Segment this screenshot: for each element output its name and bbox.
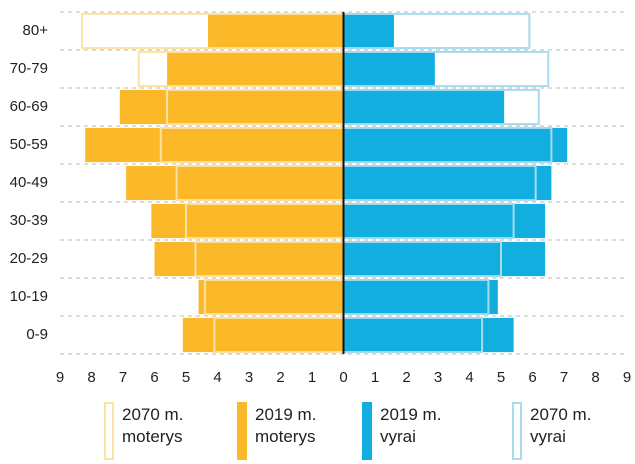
- y-category-label: 30-39: [10, 212, 48, 229]
- legend-label: 2019 m. moterys: [255, 405, 317, 446]
- bar: [343, 51, 435, 87]
- bar: [343, 203, 546, 239]
- x-tick-label: 9: [56, 369, 64, 386]
- bar: [151, 203, 344, 239]
- y-category-label: 40-49: [10, 174, 48, 191]
- x-tick-label: 3: [434, 369, 442, 386]
- x-tick-label: 9: [623, 369, 631, 386]
- x-tick-label: 5: [497, 369, 505, 386]
- bar: [85, 127, 344, 163]
- bar: [154, 241, 344, 277]
- y-category-label: 10-19: [10, 288, 48, 305]
- legend-label: 2070 m. moterys: [122, 405, 184, 446]
- bar: [343, 13, 394, 49]
- bar: [182, 317, 344, 353]
- y-category-label: 80+: [23, 22, 49, 39]
- x-tick-label: 7: [119, 369, 127, 386]
- x-tick-label: 4: [213, 369, 221, 386]
- legend-swatch: [512, 402, 522, 460]
- x-tick-label: 8: [87, 369, 95, 386]
- bar: [126, 165, 344, 201]
- x-tick-label: 2: [402, 369, 410, 386]
- chart: 9 8 7 6 5 4 3 2 1 0 1 2 3 4 5 6 7 8 9 80+ 70-79 60-69 50-59 40-…: [10, 11, 631, 386]
- bar: [343, 241, 546, 277]
- legend-swatch: [104, 402, 114, 460]
- y-category-label: 60-69: [10, 98, 48, 115]
- x-tick-label: 3: [245, 369, 253, 386]
- y-category-label: 70-79: [10, 60, 48, 77]
- x-tick-label: 6: [528, 369, 536, 386]
- bar: [198, 279, 344, 315]
- y-category-label: 0-9: [26, 326, 48, 343]
- x-tick-label: 1: [308, 369, 316, 386]
- x-tick-label: 7: [560, 369, 568, 386]
- legend-label: 2019 m. vyrai: [380, 405, 442, 446]
- x-tick-label: 1: [371, 369, 379, 386]
- bar: [343, 89, 505, 125]
- x-tick-label: 4: [465, 369, 473, 386]
- bar: [343, 127, 568, 163]
- bar: [119, 89, 344, 125]
- x-tick-label: 8: [591, 369, 599, 386]
- bar: [167, 51, 344, 87]
- x-tick-label: 5: [182, 369, 190, 386]
- legend-swatch: [237, 402, 247, 460]
- y-category-label: 20-29: [10, 250, 48, 267]
- bar: [343, 165, 552, 201]
- bar: [343, 279, 498, 315]
- x-tick-label: 0: [339, 369, 347, 386]
- y-category-label: 50-59: [10, 136, 48, 153]
- bar: [208, 13, 344, 49]
- x-tick-label: 6: [150, 369, 158, 386]
- legend-label: 2070 m. vyrai: [530, 405, 592, 446]
- bar: [343, 317, 514, 353]
- legend-swatch: [362, 402, 372, 460]
- x-tick-label: 2: [276, 369, 284, 386]
